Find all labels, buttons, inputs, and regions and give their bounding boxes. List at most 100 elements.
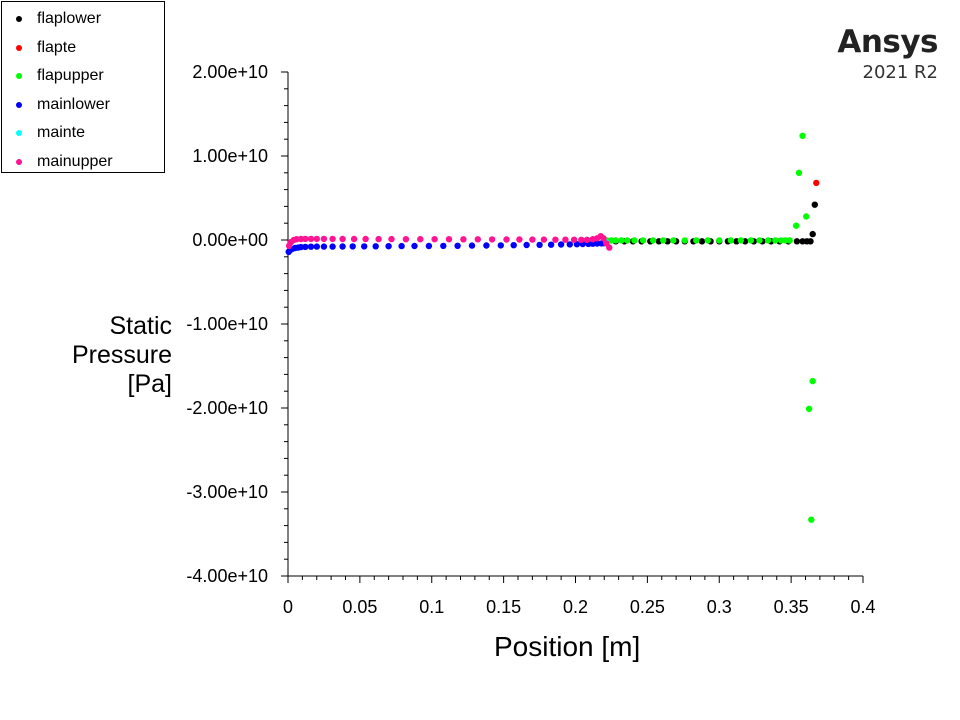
data-point: [756, 237, 763, 244]
data-point: [562, 236, 569, 243]
legend-item: flapupper: [2, 66, 162, 86]
data-point: [704, 237, 711, 244]
legend-label: mainte: [37, 124, 86, 141]
y-axis-label: Static Pressure [Pa]: [12, 312, 172, 399]
data-point: [440, 242, 447, 250]
data-point: [320, 243, 328, 250]
y-tick-label: -2.00e+10: [186, 398, 268, 418]
data-point: [624, 237, 631, 244]
legend-label: mainlower: [37, 95, 110, 113]
data-point: [660, 237, 667, 244]
data-point: [302, 235, 309, 243]
data-point: [557, 241, 565, 248]
legend-marker: [16, 73, 22, 79]
data-point: [349, 243, 356, 250]
x-tick-label: 0.3: [707, 597, 732, 617]
data-point: [483, 242, 490, 249]
brand-version: 2021 R2: [862, 62, 939, 83]
data-point: [329, 243, 336, 250]
data-point: [809, 230, 816, 238]
data-point: [805, 405, 813, 412]
data-point: [612, 237, 619, 244]
data-point: [468, 242, 476, 249]
data-point: [307, 235, 315, 243]
data-point: [813, 179, 820, 187]
x-tick-labels: 0 0.05 0.1 0.15 0.2 0.25 0.3 0.35 0.4: [283, 597, 876, 617]
data-point: [313, 243, 320, 250]
data-point: [803, 213, 810, 220]
series-mainlower: [285, 240, 608, 255]
y-tick-label: -3.00e+10: [186, 482, 268, 502]
data-point: [431, 236, 438, 243]
data-point: [698, 238, 706, 245]
plot-axes: [281, 71, 864, 583]
series-mainupper: [285, 233, 613, 251]
data-point: [361, 243, 368, 250]
data-point: [388, 235, 395, 243]
y-tick-label: -1.00e+10: [186, 314, 268, 334]
legend-item: mainupper: [2, 152, 162, 172]
data-point: [339, 243, 346, 250]
data-point: [786, 237, 793, 244]
legend-item: flaplower: [2, 9, 162, 29]
data-point: [649, 237, 657, 244]
data-point: [552, 236, 559, 243]
x-tick-label: 0.1: [419, 597, 444, 617]
data-point: [793, 238, 801, 245]
data-point: [795, 169, 803, 176]
ansys-logo: Ansys 2021 R2: [837, 24, 938, 84]
data-point: [402, 236, 410, 243]
legend-label: mainupper: [37, 152, 113, 170]
data-point: [313, 235, 320, 243]
data-point: [516, 236, 523, 243]
data-point: [764, 237, 772, 244]
y-tick-label: 0.00e+00: [192, 230, 268, 250]
data-point: [320, 235, 328, 243]
y-axis-label-line: [Pa]: [127, 370, 172, 398]
data-point: [474, 236, 481, 243]
data-point: [809, 377, 816, 385]
data-point: [510, 242, 517, 249]
data-point: [339, 235, 346, 243]
x-axis-label: Position [m]: [494, 631, 641, 662]
data-point: [523, 241, 530, 249]
data-point: [540, 236, 548, 243]
legend-marker: [16, 44, 22, 51]
data-point: [639, 237, 647, 244]
legend-marker: [16, 130, 22, 136]
data-point: [375, 235, 382, 243]
data-point: [799, 132, 806, 139]
data-point: [608, 237, 615, 244]
legend-label: flapte: [37, 38, 77, 56]
data-point: [747, 237, 755, 244]
chart-legend: flaplower flapte flapupper mainlower mainte m…: [1, 1, 165, 173]
data-point: [488, 236, 496, 243]
data-point: [716, 237, 723, 244]
data-point: [425, 242, 433, 250]
data-point: [417, 236, 424, 243]
series-flapupper: [603, 132, 816, 523]
data-point: [772, 237, 779, 244]
data-point: [372, 243, 379, 250]
data-point: [547, 241, 555, 248]
data-point: [737, 237, 744, 244]
data-point: [631, 237, 638, 244]
x-tick-label: 0.2: [563, 597, 588, 617]
data-point: [503, 236, 510, 243]
legend-marker: [16, 158, 22, 165]
data-point: [398, 242, 405, 250]
x-tick-label: 0.25: [630, 597, 665, 617]
x-tick-label: 0.15: [486, 597, 521, 617]
y-tick-label: 1.00e+10: [192, 146, 268, 166]
data-point: [460, 236, 467, 243]
legend-item: mainte: [2, 123, 162, 143]
data-point: [670, 237, 677, 244]
data-points: [285, 132, 820, 523]
data-point: [600, 235, 607, 242]
data-point: [302, 243, 309, 251]
legend-item: flapte: [2, 38, 162, 58]
data-point: [529, 236, 536, 243]
x-tick-label: 0: [283, 597, 293, 617]
y-axis-label-line: Static: [109, 312, 172, 340]
data-point: [454, 242, 461, 249]
